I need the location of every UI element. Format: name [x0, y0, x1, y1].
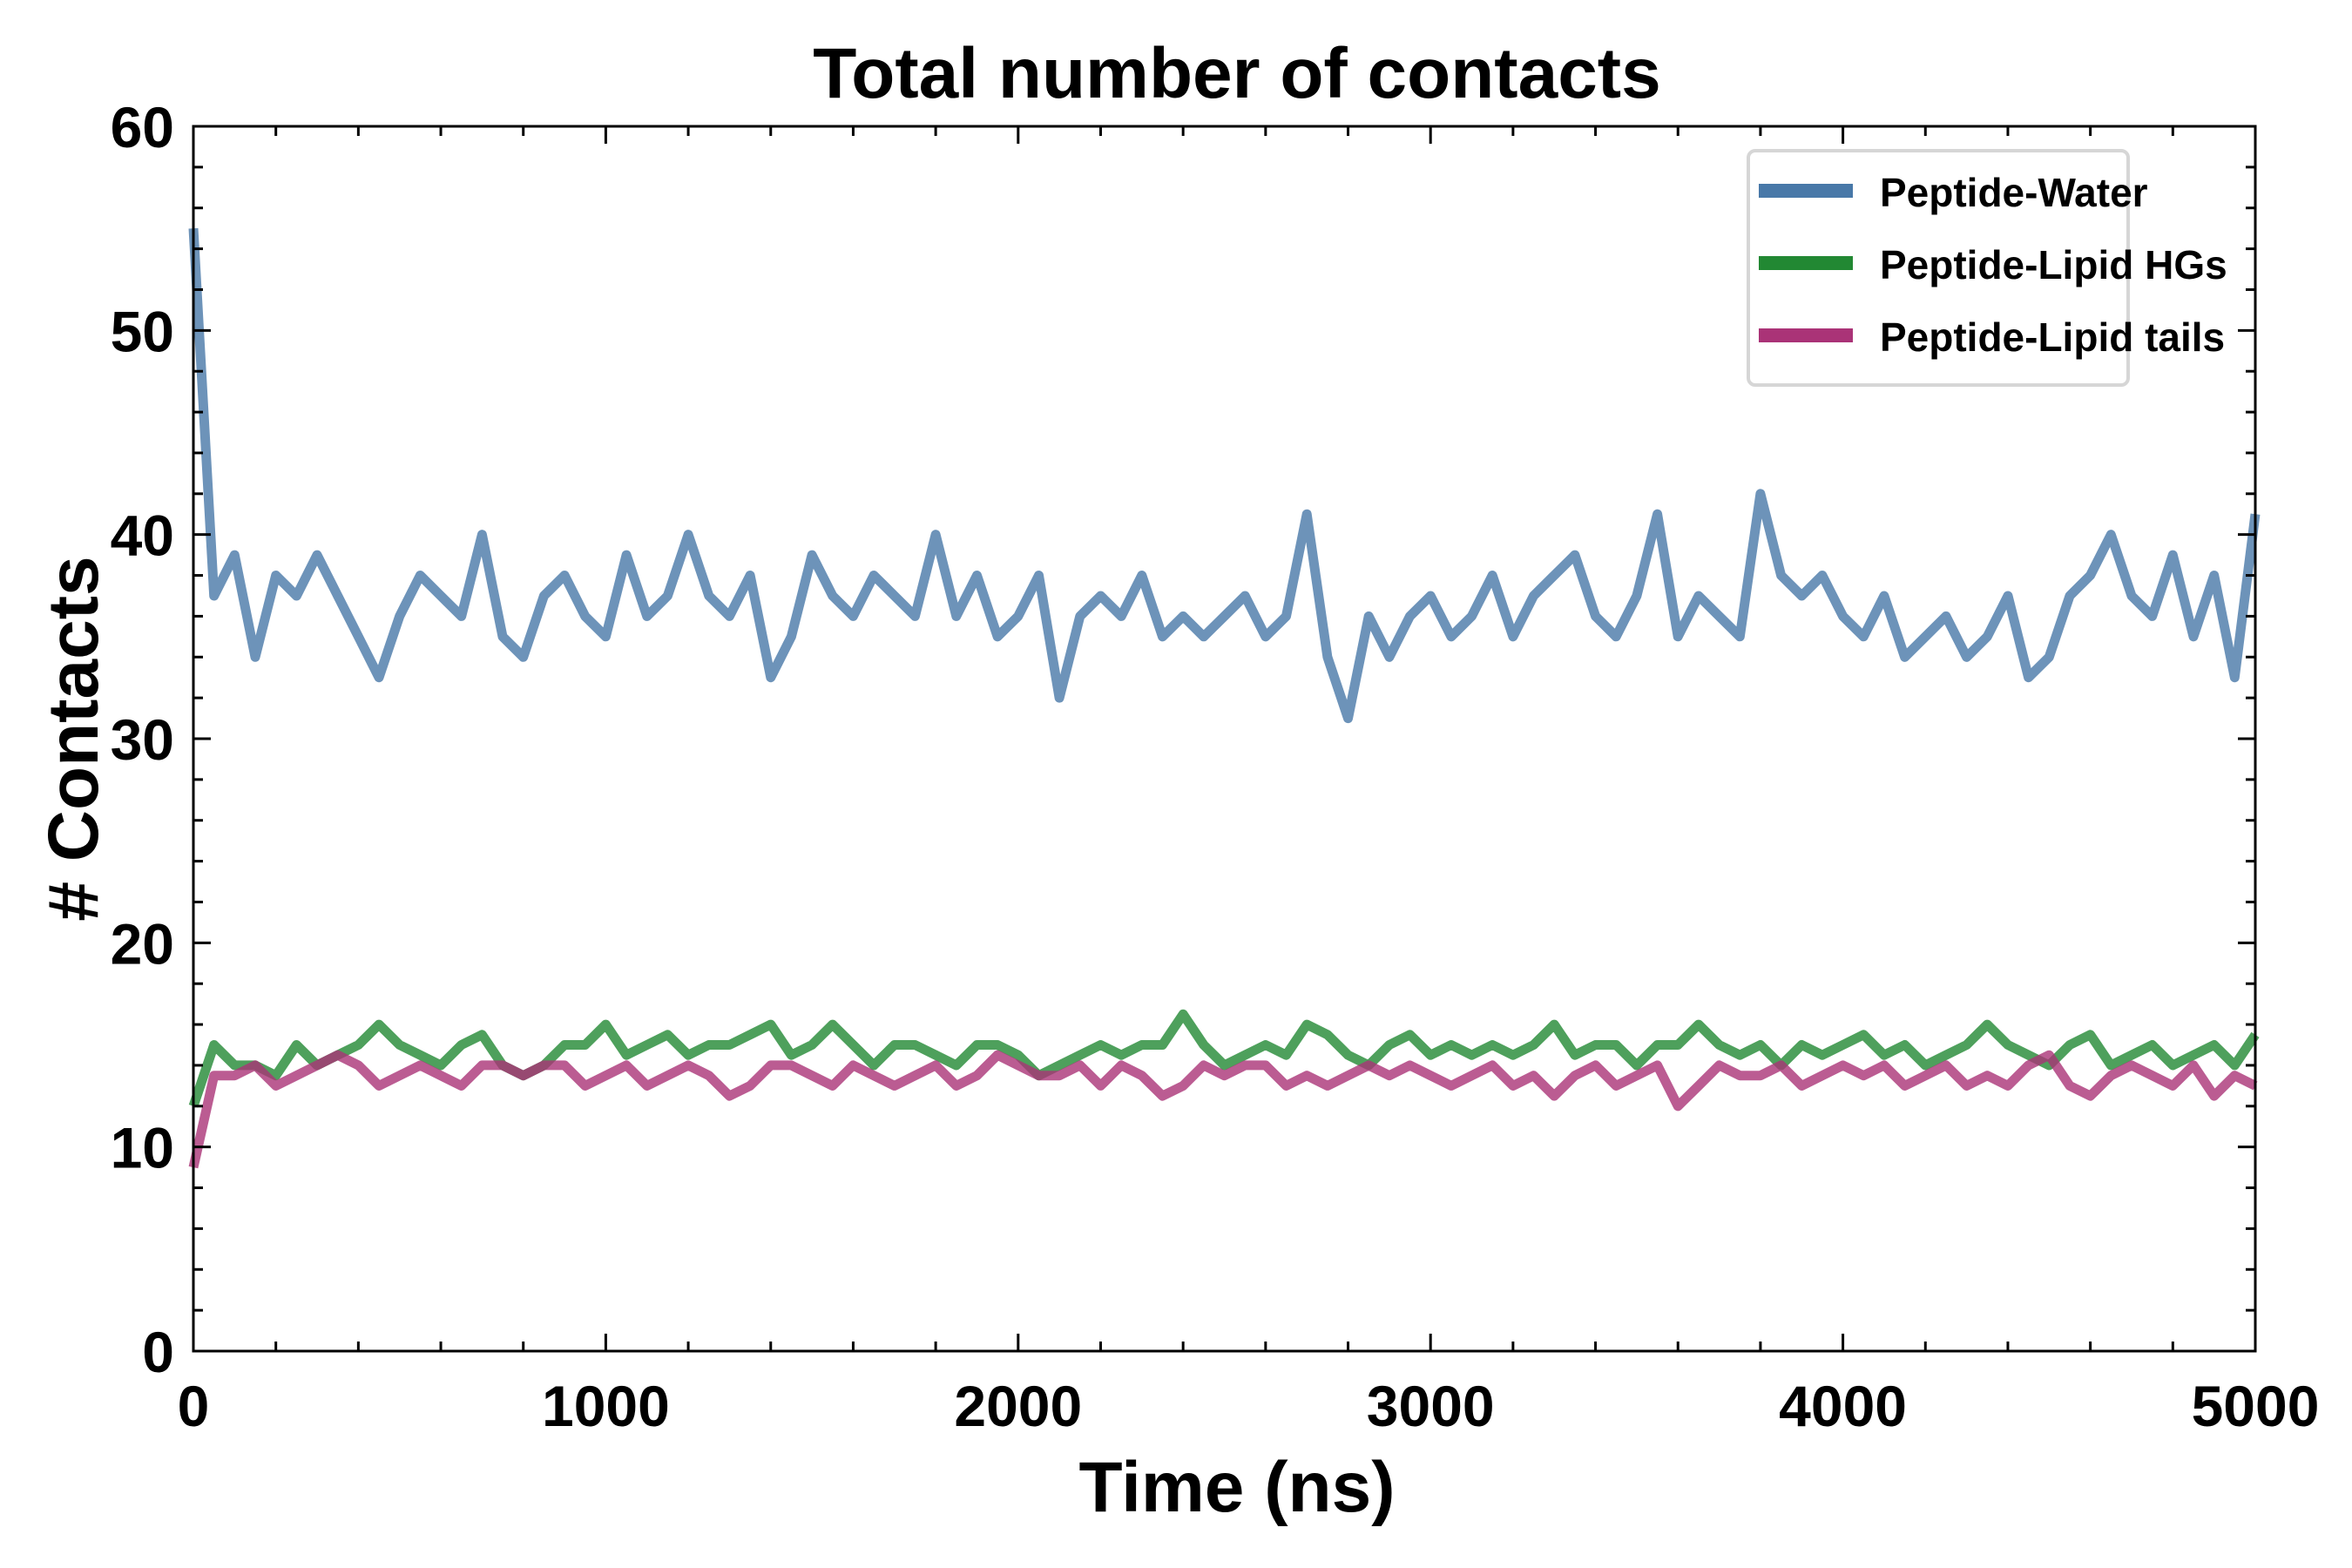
- y-tick-label: 10: [111, 1116, 174, 1180]
- y-tick-label: 0: [142, 1320, 174, 1384]
- legend-box: [1747, 149, 2130, 387]
- plot-frame: [192, 125, 2257, 1353]
- series-line-1: [188, 227, 2261, 724]
- legend: Peptide-Water Peptide-Lipid HGs Peptide-Li…: [1747, 149, 2227, 387]
- x-tick-label: 3000: [1367, 1374, 1495, 1438]
- x-tick-label: 2000: [954, 1374, 1082, 1438]
- y-tick-label: 60: [111, 95, 174, 159]
- y-tick-label: 40: [111, 504, 174, 568]
- legend-label-2: Peptide-Lipid HGs: [1880, 242, 2227, 287]
- x-tick-label: 5000: [2192, 1374, 2320, 1438]
- x-tick-label: 1000: [542, 1374, 670, 1438]
- chart-title: Total number of contacts: [813, 34, 1660, 113]
- legend-label-1: Peptide-Water: [1880, 170, 2148, 215]
- y-tick-label: 50: [111, 299, 174, 363]
- y-tick-label: 20: [111, 911, 174, 976]
- y-axis-label: # Contacts: [34, 556, 113, 921]
- x-tick-label: 0: [178, 1374, 210, 1438]
- series-line-3: [188, 1050, 2258, 1169]
- legend-label-3: Peptide-Lipid tails: [1880, 314, 2225, 360]
- y-tick-label: 30: [111, 707, 174, 772]
- x-tick-label: 4000: [1779, 1374, 1907, 1438]
- series-layer: [188, 227, 2261, 1169]
- x-axis-label: Time (ns): [1079, 1448, 1396, 1527]
